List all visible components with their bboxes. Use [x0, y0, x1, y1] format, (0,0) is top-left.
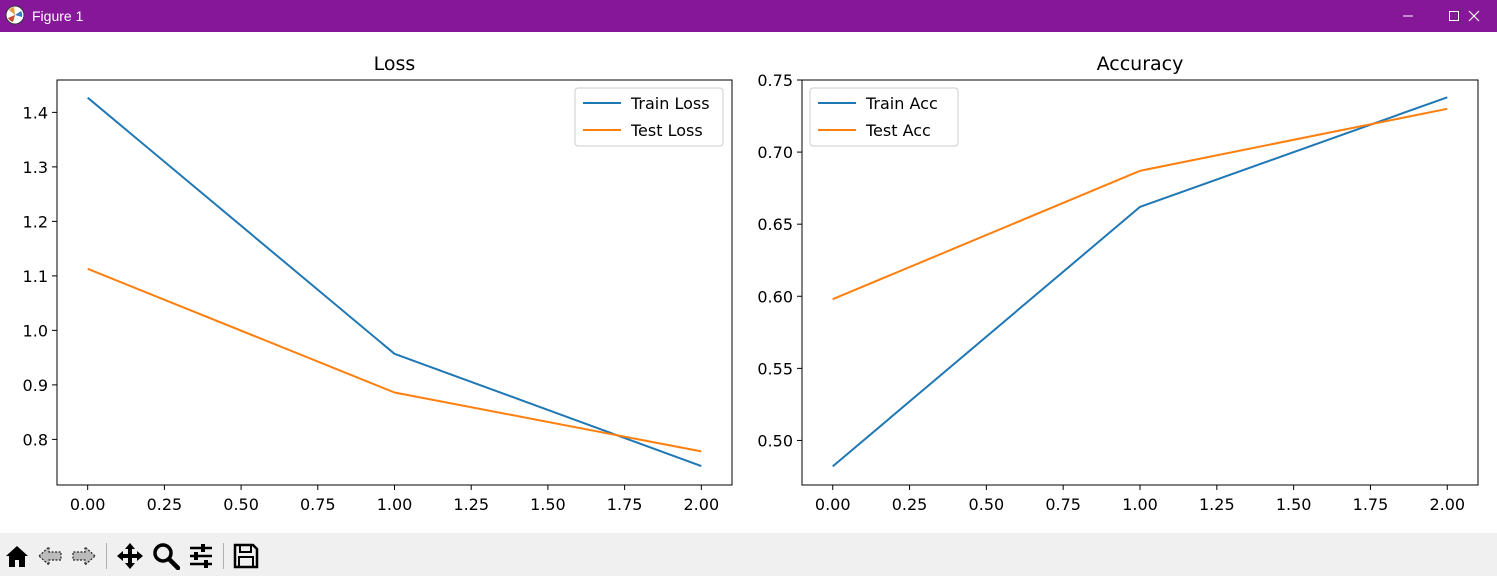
- y-tick-label: 0.8: [23, 430, 48, 449]
- x-tick-label: 0.25: [892, 495, 928, 514]
- x-tick-label: 2.00: [684, 495, 720, 514]
- figure-svg: Loss 0.00 0.25 0.50 0.75 1.00 1.25 1.50 1.75 2.00…: [23, 53, 1479, 514]
- navigation-toolbar: [0, 533, 1497, 576]
- legend-label: Train Acc: [865, 94, 938, 113]
- x-tick-label: 1.25: [453, 495, 489, 514]
- x-tick-label: 1.00: [377, 495, 413, 514]
- y-tick-label: 0.55: [757, 359, 793, 378]
- y-tick-label: 0.75: [757, 71, 793, 90]
- minimize-button-hit: [1385, 0, 1431, 32]
- chart-title: Accuracy: [1097, 53, 1184, 75]
- x-tick-label: 1.25: [1199, 495, 1235, 514]
- forward-arrow-icon: [72, 545, 96, 567]
- x-tick-label: 1.50: [1276, 495, 1312, 514]
- toolbar-separator: [223, 543, 224, 569]
- y-tick-label: 0.65: [757, 215, 793, 234]
- close-icon: [1468, 10, 1480, 22]
- zoom-magnifier-icon: [153, 543, 180, 570]
- y-tick-label: 1.0: [23, 321, 48, 340]
- figure-canvas: Loss 0.00 0.25 0.50 0.75 1.00 1.25 1.50 1.75 2.00…: [0, 32, 1497, 533]
- y-tick-label: 1.1: [23, 267, 48, 286]
- x-tick-label: 0.75: [1045, 495, 1081, 514]
- x-tick-label: 1.75: [1353, 495, 1389, 514]
- window-title: Figure 1: [32, 8, 84, 24]
- x-tick-label: 1.75: [607, 495, 643, 514]
- x-tick-label: 1.00: [1122, 495, 1158, 514]
- legend-label: Test Acc: [865, 121, 931, 140]
- x-tick-label: 2.00: [1429, 495, 1465, 514]
- y-tick-label: 0.9: [23, 376, 48, 395]
- series-line-train-acc: [832, 96, 1448, 468]
- window-titlebar: Figure 1: [0, 0, 1497, 32]
- configure-subplots-button[interactable]: [186, 541, 216, 571]
- y-tick-label: 0.60: [757, 287, 793, 306]
- chart-title: Loss: [374, 53, 416, 75]
- forward-button[interactable]: [68, 541, 98, 571]
- pan-button[interactable]: [115, 541, 145, 571]
- back-arrow-icon: [38, 545, 62, 567]
- toolbar-separator: [106, 543, 107, 569]
- zoom-button[interactable]: [151, 541, 181, 571]
- close-button[interactable]: [1451, 0, 1497, 32]
- series-line-test-loss: [87, 267, 702, 453]
- series-line-test-acc: [832, 107, 1448, 301]
- pan-move-icon: [117, 543, 143, 569]
- save-floppy-icon: [233, 543, 259, 569]
- y-tick-label: 0.70: [757, 143, 793, 162]
- configure-subplots-icon: [190, 544, 212, 568]
- back-button[interactable]: [36, 541, 66, 571]
- x-tick-label: 0.50: [969, 495, 1005, 514]
- legend-label: Train Loss: [630, 94, 710, 113]
- x-tick-label: 0.00: [815, 495, 851, 514]
- save-button[interactable]: [231, 541, 261, 571]
- x-tick-label: 0.00: [70, 495, 106, 514]
- y-tick-label: 1.2: [23, 212, 48, 231]
- legend-label: Test Loss: [630, 121, 703, 140]
- y-tick-label: 1.3: [23, 158, 48, 177]
- y-tick-label: 0.50: [757, 431, 793, 450]
- minimize-button[interactable]: [1385, 0, 1431, 32]
- x-tick-label: 0.25: [147, 495, 183, 514]
- x-tick-label: 1.50: [530, 495, 566, 514]
- series-line-train-loss: [87, 96, 702, 468]
- home-icon: [6, 546, 28, 567]
- home-button[interactable]: [2, 541, 32, 571]
- minimize-icon: [1403, 15, 1413, 17]
- maximize-button[interactable]: [1431, 0, 1477, 32]
- matplotlib-app-icon: [5, 5, 25, 25]
- x-tick-label: 0.75: [300, 495, 336, 514]
- maximize-icon: [1449, 11, 1459, 21]
- y-tick-label: 1.4: [23, 103, 48, 122]
- x-tick-label: 0.50: [223, 495, 259, 514]
- axes-frame: [56, 79, 733, 486]
